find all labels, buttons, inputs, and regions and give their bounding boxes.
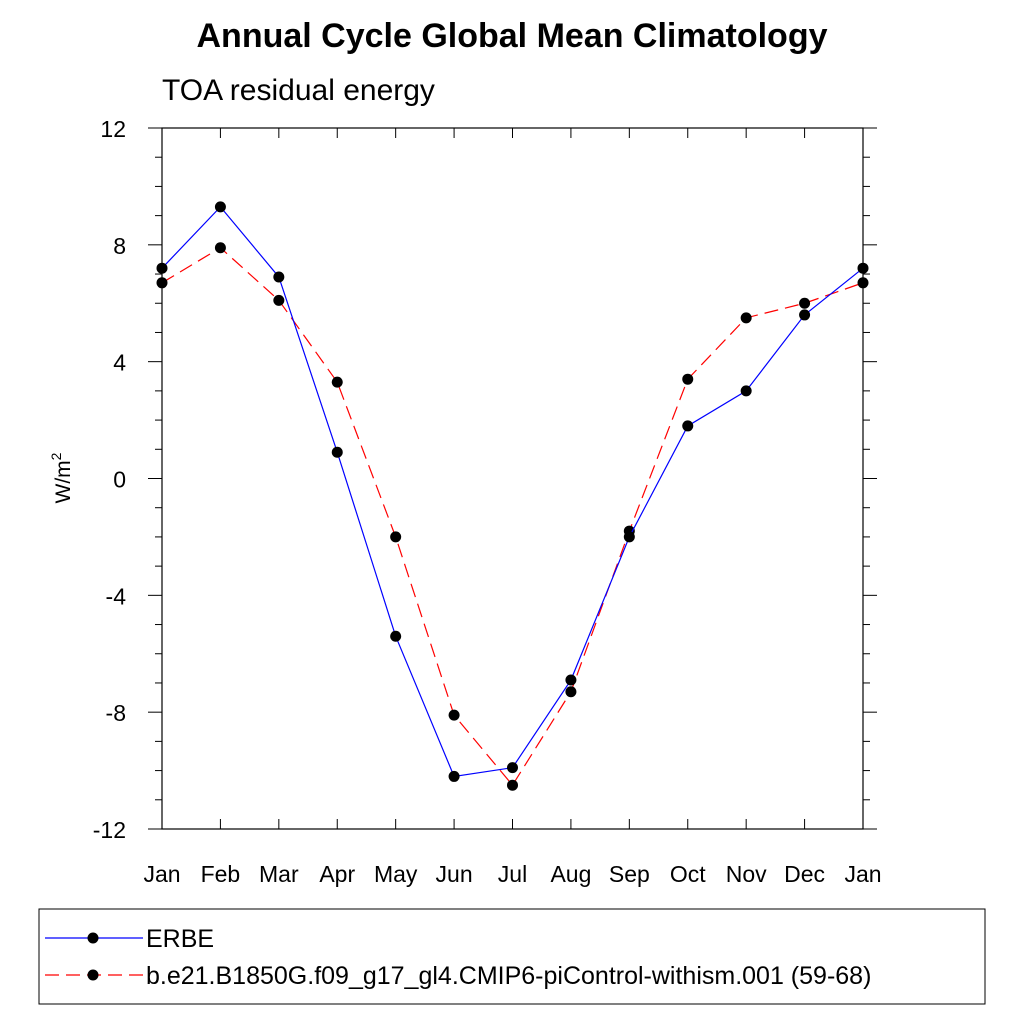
data-point	[682, 420, 694, 432]
svg-text:W/m2: W/m2	[48, 452, 75, 503]
legend-marker	[87, 932, 99, 944]
x-tick-label: Sep	[609, 861, 650, 887]
y-tick-label: -8	[106, 700, 126, 726]
legend: ERBE b.e21.B1850G.f09_g17_gl4.CMIP6-piCon…	[45, 925, 871, 990]
y-tick-label: -12	[93, 817, 126, 843]
data-point	[507, 779, 518, 791]
data-point	[273, 294, 285, 306]
x-tick-label: Feb	[201, 861, 241, 887]
data-point	[331, 446, 343, 458]
legend-marker	[87, 969, 99, 981]
data-point	[448, 709, 460, 721]
data-point	[331, 376, 343, 388]
data-point	[799, 297, 811, 309]
data-point	[214, 201, 226, 213]
x-tick-label: Jan	[844, 861, 881, 887]
data-point	[565, 674, 577, 686]
data-point	[623, 531, 635, 543]
series-1	[156, 242, 869, 791]
x-tick-label: Dec	[784, 861, 825, 887]
x-tick-label: Jan	[143, 861, 180, 887]
data-point	[507, 762, 518, 774]
legend-label: b.e21.B1850G.f09_g17_gl4.CMIP6-piControl…	[146, 962, 871, 990]
data-point	[156, 262, 168, 274]
series-0	[156, 201, 869, 782]
legend-item-0: ERBE	[45, 925, 214, 953]
series-line	[161, 205, 864, 778]
y-tick-label: 8	[113, 233, 126, 259]
x-tick-label: Aug	[550, 861, 591, 887]
series-layer	[156, 201, 869, 791]
data-point	[740, 385, 752, 397]
chart-title: Annual Cycle Global Mean Climatology	[197, 17, 828, 55]
legend-item-1: b.e21.B1850G.f09_g17_gl4.CMIP6-piControl…	[45, 962, 871, 990]
data-point	[682, 373, 694, 385]
data-point	[390, 531, 402, 543]
data-point	[273, 271, 285, 283]
y-tick-label: 0	[113, 467, 126, 493]
x-tick-label: Jun	[436, 861, 473, 887]
plot-frame	[161, 127, 864, 830]
y-tick-label: 4	[113, 350, 126, 376]
legend-label: ERBE	[146, 925, 214, 953]
data-point	[214, 242, 226, 254]
data-point	[857, 277, 869, 289]
x-tick-label: Mar	[259, 861, 299, 887]
y-tick-label: -4	[106, 583, 127, 609]
x-tick-label: Jul	[498, 861, 527, 887]
series-line	[161, 247, 864, 787]
y-axis-label-superscript: 2	[48, 452, 64, 460]
data-point	[448, 770, 460, 782]
x-tick-label: Oct	[670, 861, 706, 887]
data-point	[565, 686, 577, 698]
legend-box	[38, 908, 986, 1005]
data-point	[799, 309, 811, 321]
y-axis-label: W/m2	[48, 452, 75, 503]
data-point	[390, 630, 402, 642]
data-point	[740, 312, 752, 324]
axes: Jan Feb Mar Apr May Jun Jul Aug Sep Oct Nov Dec Jan 1…	[93, 116, 882, 887]
y-axis-label-base: W/m	[52, 460, 75, 503]
x-tick-label: May	[374, 861, 418, 887]
data-point	[857, 262, 869, 274]
chart-subtitle: TOA residual energy	[162, 74, 435, 107]
y-tick-label: 12	[100, 116, 126, 142]
x-tick-label: Nov	[726, 861, 767, 887]
data-point	[156, 277, 168, 289]
x-tick-label: Apr	[319, 861, 355, 887]
